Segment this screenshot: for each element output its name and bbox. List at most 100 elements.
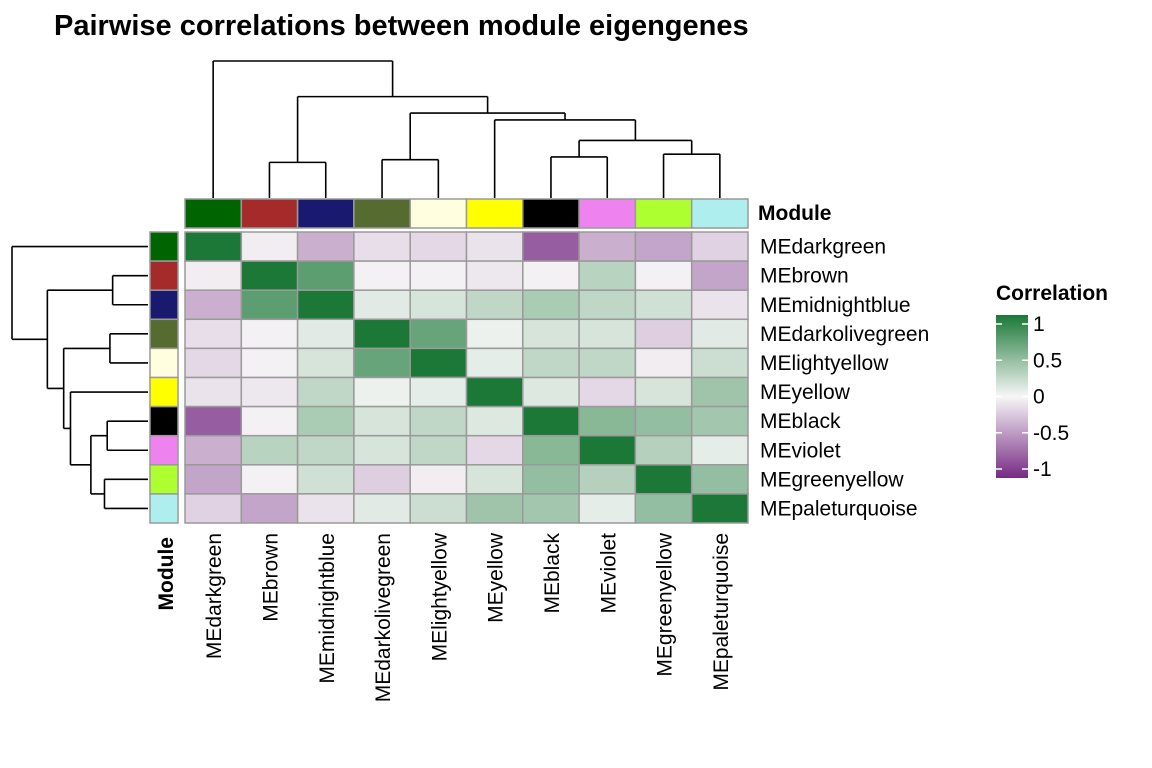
heatmap-cell	[634, 231, 693, 262]
heatmap-cell	[690, 318, 749, 350]
heatmap-cell	[240, 318, 299, 350]
heatmap-cell	[522, 493, 580, 524]
heatmap-cell	[690, 405, 749, 437]
row-label: MEbrown	[760, 265, 849, 288]
heatmap-cell	[690, 289, 749, 321]
heatmap-cell	[634, 289, 693, 321]
column-labels: MEdarkgreen MEbrown MEmidnightblue MEdarkol…	[203, 532, 733, 702]
heatmap-cell	[578, 347, 637, 379]
heatmap-cell	[522, 376, 580, 408]
heatmap-cell	[465, 347, 524, 379]
heatmap-cell	[184, 434, 243, 466]
heatmap-cell	[578, 260, 637, 291]
heatmap-cell	[240, 347, 299, 379]
heatmap-cell	[578, 434, 637, 466]
module-swatch-yellow	[149, 376, 179, 408]
module-swatch-midnightblue	[149, 289, 179, 321]
heatmap-cell	[690, 376, 749, 408]
heatmap-cell	[184, 347, 243, 379]
heatmap-cell	[634, 260, 693, 291]
heatmap-cell	[184, 260, 243, 291]
heatmap-cell	[522, 260, 580, 291]
module-swatch-lightyellow	[149, 347, 179, 379]
module-swatch-midnightblue	[296, 198, 355, 229]
heatmap-cell	[353, 376, 411, 408]
heatmap-cell	[522, 289, 580, 321]
column-module-annotation	[184, 198, 749, 229]
module-swatch-black	[149, 405, 179, 437]
row-label: MEpaleturquoise	[760, 497, 918, 520]
heatmap-cell	[409, 347, 468, 379]
heatmap-cell	[409, 231, 468, 262]
heatmap-cell	[240, 289, 299, 321]
heatmap-cell	[578, 231, 637, 262]
heatmap-cell	[465, 260, 524, 291]
heatmap-cell	[522, 347, 580, 379]
heatmap-cell	[296, 289, 355, 321]
heatmap-cell	[353, 260, 411, 291]
heatmap-cell	[296, 231, 355, 262]
heatmap-cell	[690, 464, 749, 495]
heatmap-cell	[296, 260, 355, 291]
row-label: MEmidnightblue	[760, 294, 911, 317]
row-labels: MEdarkgreen MEbrown MEmidnightblue MEdarkol…	[760, 236, 929, 521]
heatmap-cell	[634, 376, 693, 408]
heatmap-cell	[353, 493, 411, 524]
chart-title: Pairwise correlations between module eig…	[54, 10, 749, 42]
heatmap-cell	[578, 405, 637, 437]
heatmap-cell	[353, 318, 411, 350]
heatmap-cell	[184, 231, 243, 262]
heatmap-cell	[240, 231, 299, 262]
heatmap-cell	[296, 464, 355, 495]
column-label: MEgreenyellow	[654, 532, 677, 676]
heatmap-cell	[353, 289, 411, 321]
heatmap-cell	[634, 318, 693, 350]
row-module-annotation	[149, 231, 179, 524]
legend-tick-label: 0	[1033, 386, 1045, 409]
legend-ticks: 1 0.5 0 -0.5 -1	[996, 313, 1069, 481]
module-swatch-paleturquoise	[149, 493, 179, 524]
heatmap-cell	[690, 493, 749, 524]
heatmap-cell	[240, 405, 299, 437]
heatmap-cell	[296, 347, 355, 379]
heatmap-cell	[634, 347, 693, 379]
heatmap-cell	[690, 231, 749, 262]
row-label: MEviolet	[760, 439, 841, 462]
heatmap-cell	[690, 260, 749, 291]
color-legend: Correlation 1 0.5 0 -0.5 -1	[996, 282, 1108, 481]
legend-tick-label: 1	[1033, 313, 1045, 336]
heatmap-cell	[522, 405, 580, 437]
heatmap-cell	[296, 405, 355, 437]
module-swatch-darkolivegreen	[353, 198, 411, 229]
heatmap-cell	[240, 493, 299, 524]
column-label: MElightyellow	[428, 532, 451, 661]
heatmap-cell	[465, 434, 524, 466]
heatmap-cell	[409, 434, 468, 466]
heatmap-cell	[409, 318, 468, 350]
module-annotation-label: Module	[758, 202, 832, 225]
row-label: MEblack	[760, 410, 841, 433]
module-swatch-greenyellow	[149, 464, 179, 495]
heatmap-cell	[184, 464, 243, 495]
column-label: MEpaleturquoise	[710, 533, 733, 691]
heatmap-cell	[522, 464, 580, 495]
row-dendrogram	[11, 245, 148, 510]
column-label: MEyellow	[485, 532, 508, 623]
heatmap-cell	[353, 434, 411, 466]
heatmap-cell	[634, 493, 693, 524]
heatmap-cell	[184, 376, 243, 408]
module-swatch-paleturquoise	[690, 198, 749, 229]
legend-tick-label: -0.5	[1033, 422, 1069, 445]
heatmap-cell	[296, 493, 355, 524]
row-label: MEyellow	[760, 381, 851, 404]
legend-tick-label: -1	[1033, 458, 1052, 481]
module-annotation-label-vertical: Module	[155, 537, 178, 611]
heatmap-cell	[578, 376, 637, 408]
heatmap-cell	[409, 493, 468, 524]
heatmap-cell	[296, 376, 355, 408]
heatmap-cell	[465, 231, 524, 262]
heatmap-cell	[465, 318, 524, 350]
module-swatch-brown	[149, 260, 179, 291]
heatmap-cell	[578, 289, 637, 321]
